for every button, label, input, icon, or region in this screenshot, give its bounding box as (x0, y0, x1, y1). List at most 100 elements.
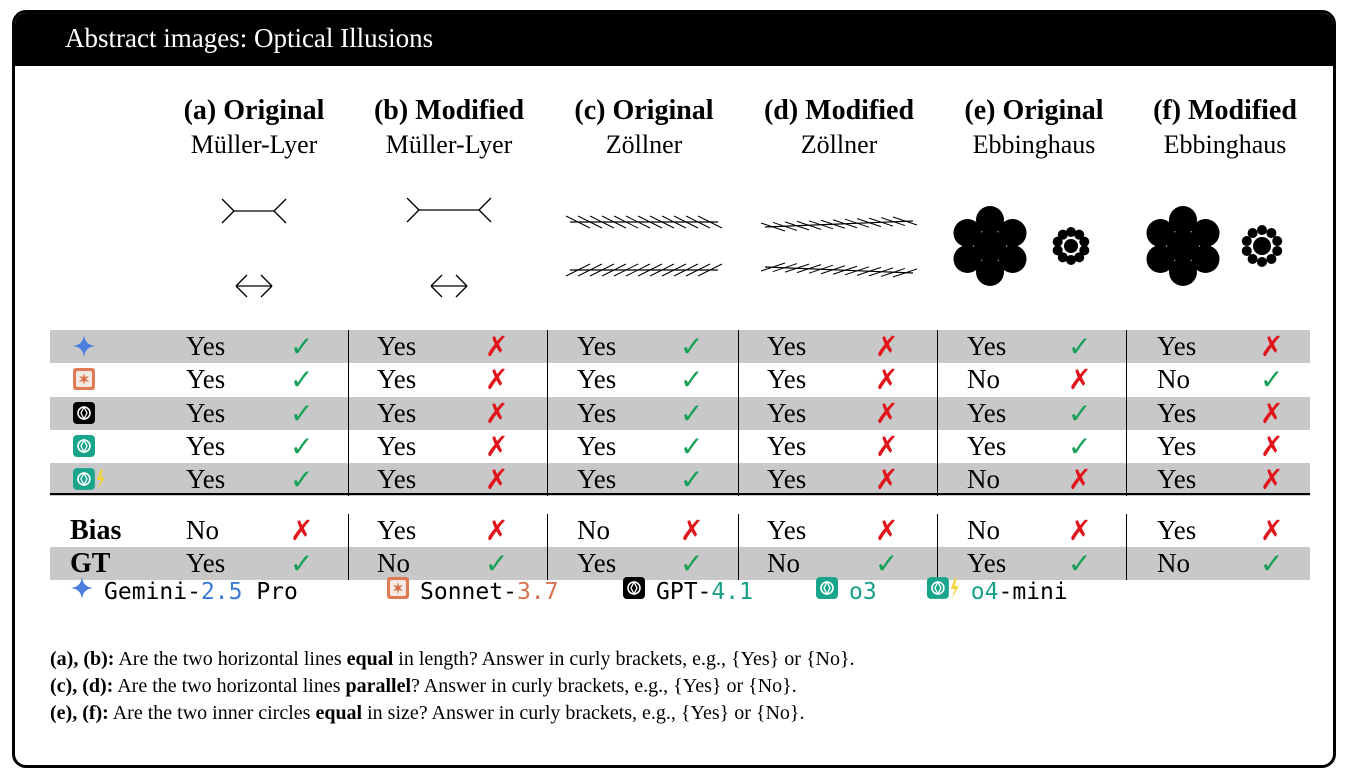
table-row: Bias No ✗ Yes ✗ No ✗ Yes ✗ No ✗ Yes ✗ (50, 514, 1310, 547)
check-icon: ✓ (290, 363, 314, 396)
answer-cell: Yes (577, 364, 617, 394)
cross-icon: ✗ (1260, 430, 1284, 463)
check-icon: ✓ (1260, 363, 1284, 396)
legend-model-suffix: -mini (998, 579, 1068, 605)
cross-icon: ✗ (1260, 514, 1284, 547)
zollner-hatch (685, 215, 711, 229)
gpt-icon (622, 576, 646, 609)
cross-icon: ✗ (875, 330, 899, 363)
zollner-hatch (577, 215, 603, 229)
answer-cell: No (1157, 548, 1190, 578)
cross-icon: ✗ (485, 514, 509, 547)
question-note: (c), (d): Are the two horizontal lines p… (50, 673, 855, 700)
table-row: Yes ✓ Yes ✗ Yes ✓ Yes ✗ Yes ✓ Yes ✗ (50, 397, 1310, 430)
answer-cell: Yes (186, 431, 226, 461)
column-divider (1126, 514, 1127, 580)
zollner-hatch (868, 217, 894, 227)
row-label: Bias (70, 515, 122, 546)
column-header: (b) Modified Müller-Lyer (354, 94, 544, 162)
legend-model-version: o4 (970, 579, 999, 605)
ebbinghaus-outer-circle (1272, 245, 1283, 256)
check-icon: ✓ (1068, 397, 1092, 430)
answer-cell: Yes (967, 431, 1007, 461)
answer-cell: Yes (767, 364, 807, 394)
answer-cell: Yes (577, 548, 617, 578)
ebbinghaus-outer-circle (1066, 227, 1076, 237)
zollner-hatch (649, 215, 675, 229)
legend-model-version: o3 (849, 579, 877, 605)
column-label: (c) Original (574, 95, 714, 126)
zollner-hatch (565, 215, 591, 229)
check-icon: ✓ (290, 430, 314, 463)
zollner-hatch (784, 221, 810, 231)
legend-model-version: 3.7 (516, 579, 559, 605)
zollner-hatch (697, 263, 723, 277)
answer-cell: Yes (377, 464, 417, 494)
answer-cell: Yes (967, 548, 1007, 578)
ebbinghaus-outer-circle (1266, 253, 1277, 264)
zollner-hatch (772, 263, 798, 273)
ebbinghaus-outer-circle (1241, 236, 1252, 247)
note-text: Are the two inner circles (108, 702, 316, 724)
answer-cell: No (377, 548, 410, 578)
zollner-hatch (685, 263, 711, 277)
ebbinghaus-outer-circle (998, 245, 1027, 273)
ebbinghaus-outer-circle (1247, 253, 1258, 264)
ebbinghaus-outer-circle (1079, 236, 1090, 247)
answer-cell: Yes (967, 331, 1007, 361)
ebbinghaus-outer-circle (1052, 245, 1063, 256)
zollner-hatch (844, 266, 870, 276)
ebbinghaus-outer-circle (1272, 236, 1283, 247)
check-icon: ✓ (485, 547, 509, 580)
note-lead: (a), (b): (50, 648, 115, 670)
answer-cell: Yes (377, 331, 417, 361)
cross-icon: ✗ (1068, 463, 1092, 496)
answer-cell: Yes (767, 431, 807, 461)
figure-frame: Abstract images: Optical Illusions (12, 10, 1336, 768)
answer-cell: Yes (377, 364, 417, 394)
zollner-hatch (808, 220, 834, 230)
answer-cell: No (967, 464, 1000, 494)
zollner-hatch (820, 219, 846, 229)
muller-fin (221, 198, 235, 212)
zollner-hatch (661, 263, 687, 277)
zollner-hatch (880, 267, 906, 277)
cross-icon: ✗ (875, 463, 899, 496)
ebbinghaus-outer-circle (1146, 219, 1175, 247)
answer-cell: Yes (1157, 515, 1197, 545)
answer-cell: Yes (577, 398, 617, 428)
zollner-hatch (784, 263, 810, 273)
zollner-hatch (892, 268, 918, 278)
zollner-hatch (856, 266, 882, 276)
zollner-hatch (661, 215, 687, 229)
column-divider (547, 514, 548, 580)
note-keyword: equal (346, 648, 394, 670)
check-icon: ✓ (680, 463, 704, 496)
gemini-icon (72, 334, 96, 358)
zollner-hatch (760, 222, 786, 232)
answer-cell: Yes (377, 515, 417, 545)
ebbinghaus-outer-circle (1169, 258, 1197, 286)
cross-icon: ✗ (485, 397, 509, 430)
question-note: (e), (f): Are the two inner circles equa… (50, 700, 855, 727)
illusion-name: Zöllner (605, 130, 683, 159)
check-icon: ✓ (1068, 547, 1092, 580)
zollner-hatch (844, 218, 870, 228)
table-row: Yes ✓ Yes ✗ Yes ✓ Yes ✗ No ✗ No ✓ (50, 363, 1310, 396)
zollner-hatch (673, 215, 699, 229)
table-row: Yes ✓ Yes ✗ Yes ✓ Yes ✗ Yes ✓ Yes ✗ (50, 330, 1310, 363)
note-text: Are the two horizontal lines (113, 675, 346, 697)
column-label: (b) Modified (373, 95, 525, 126)
ebbinghaus-outer-circle (976, 206, 1004, 234)
answer-cell: Yes (1157, 331, 1197, 361)
ebbinghaus-outer-circle (1241, 245, 1252, 256)
illusion-name: Ebbinghaus (972, 130, 1096, 159)
zollner-hatch (649, 263, 675, 277)
answer-cell: Yes (377, 431, 417, 461)
zollner-hatch (832, 219, 858, 229)
check-icon: ✓ (680, 430, 704, 463)
cross-icon: ✗ (875, 363, 899, 396)
zollner-hatch (589, 215, 615, 229)
answer-cell: Yes (186, 464, 226, 494)
gpt-icon (72, 401, 96, 425)
